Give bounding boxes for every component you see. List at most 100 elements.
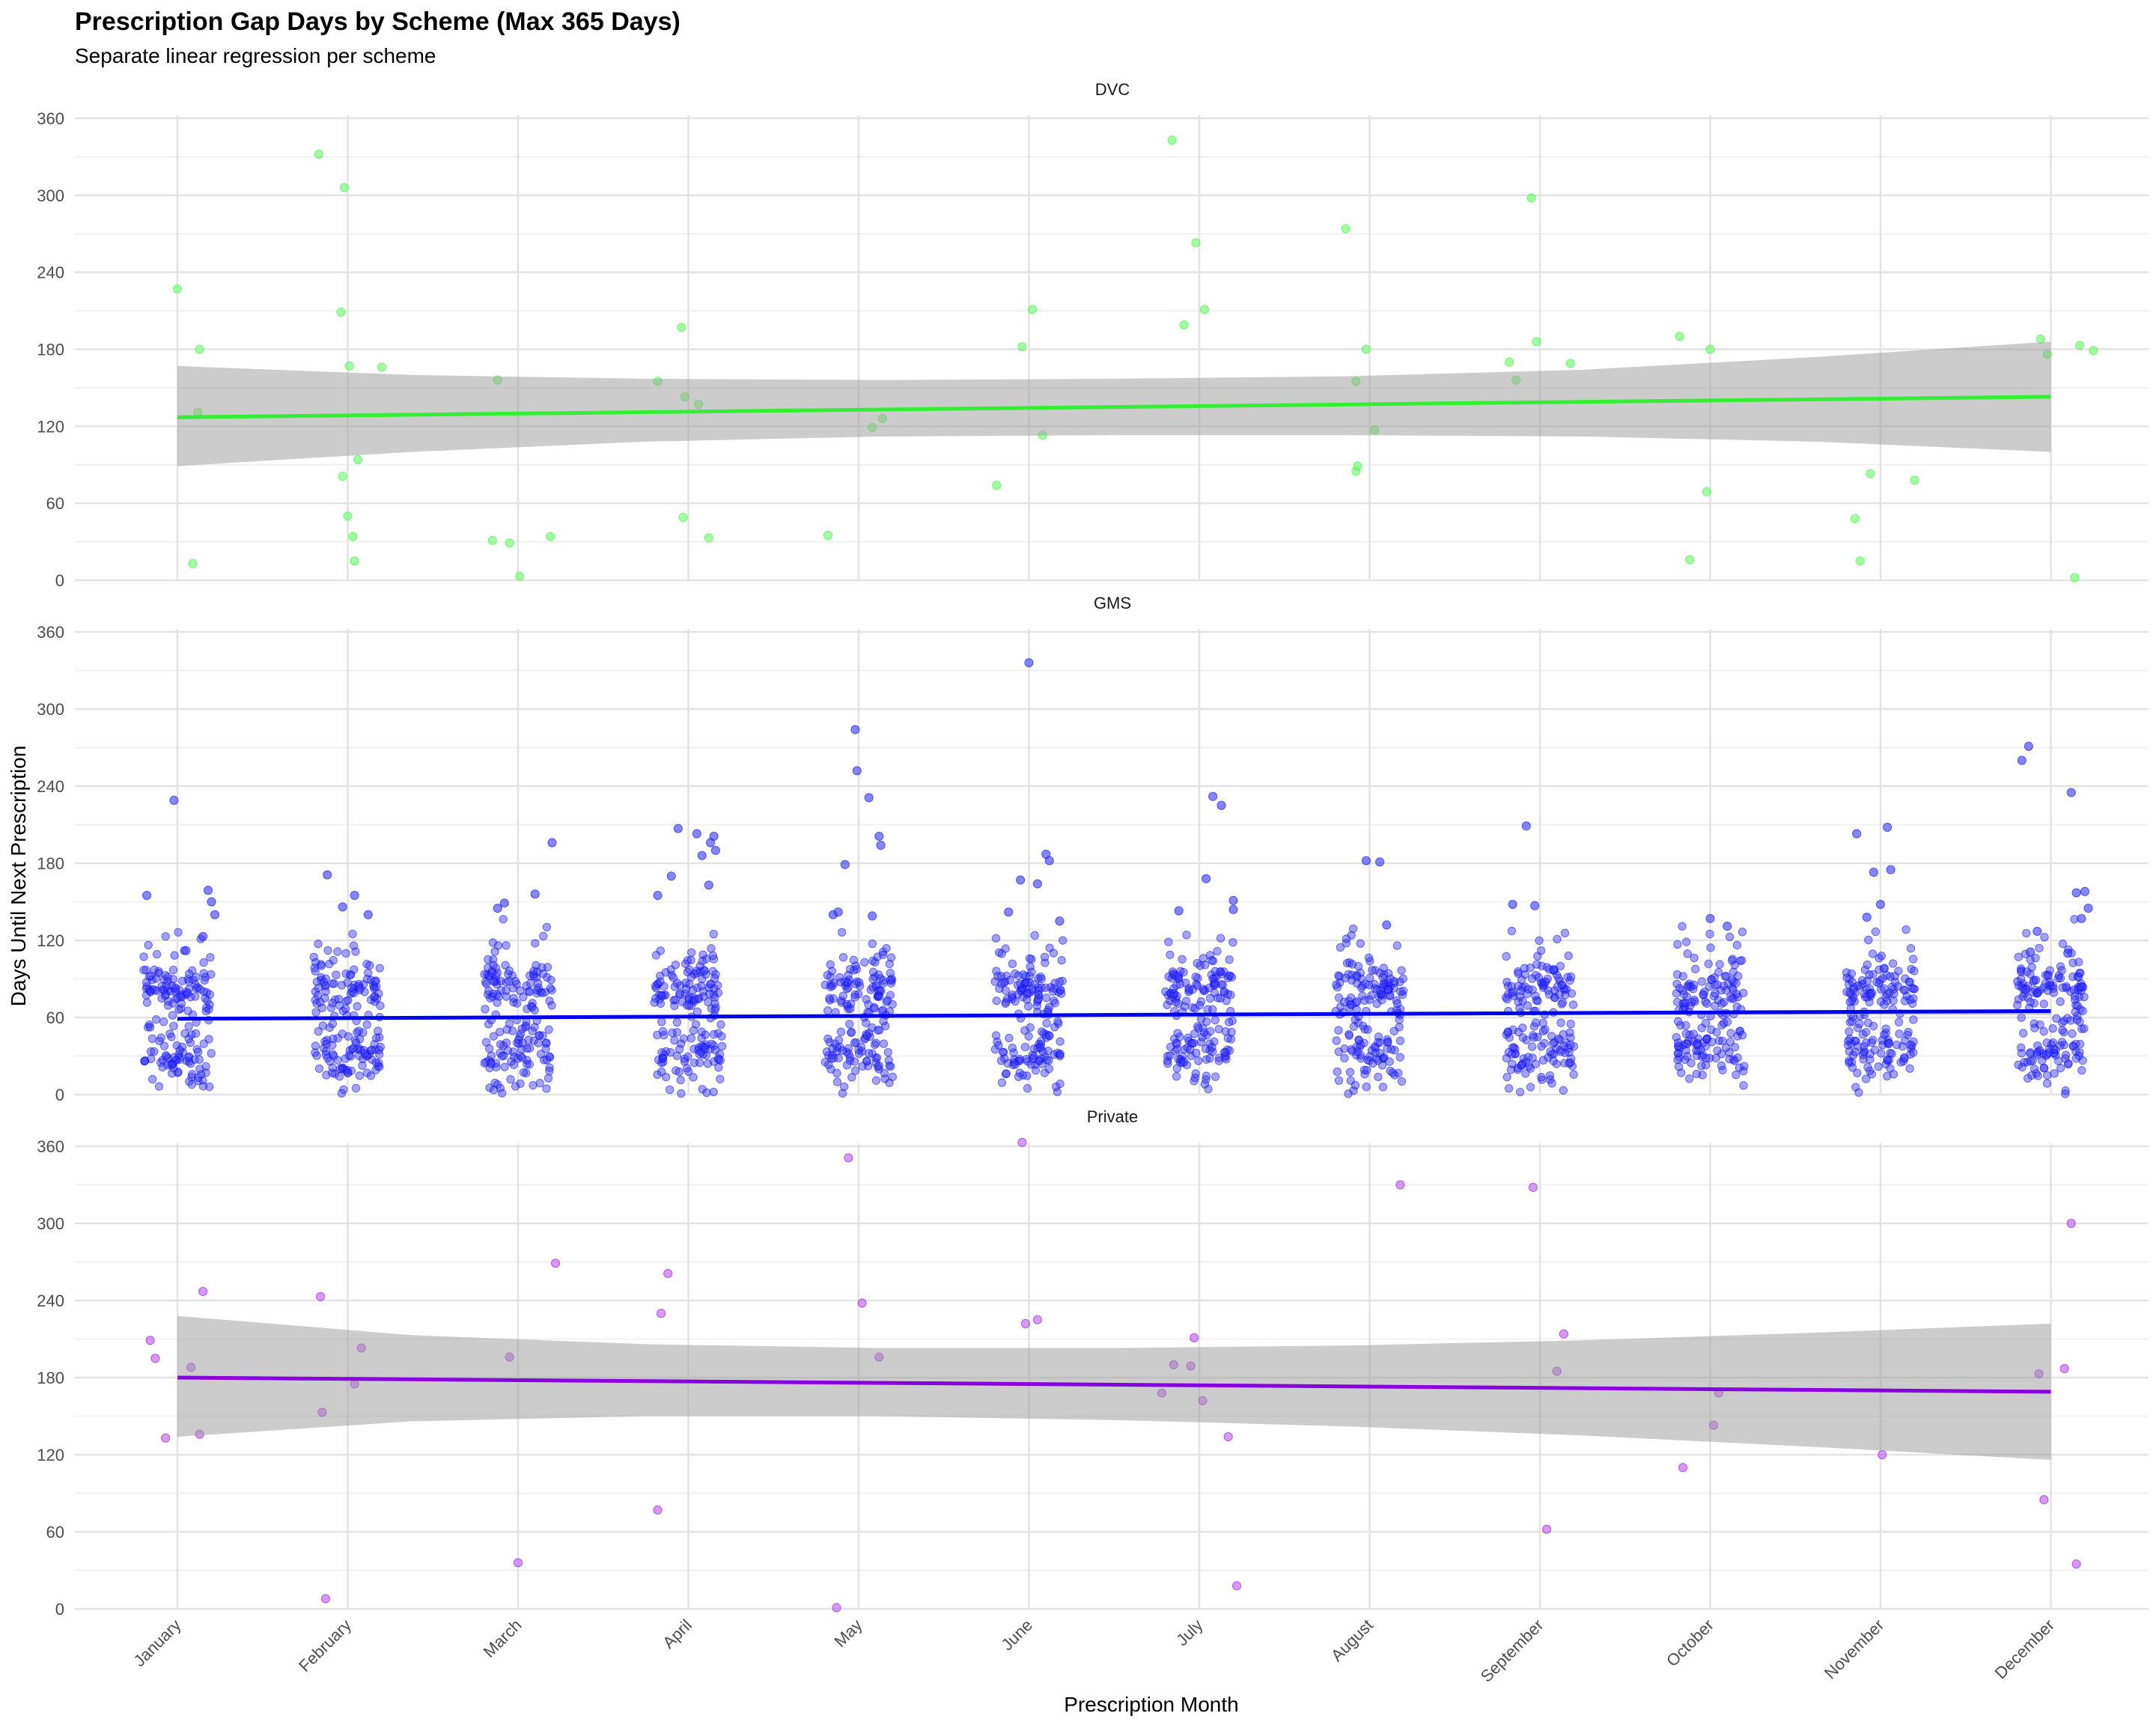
- data-point: [1674, 1062, 1684, 1071]
- data-point: [1016, 875, 1026, 885]
- data-point: [333, 947, 342, 956]
- data-point: [1226, 991, 1235, 1000]
- data-point: [1163, 1000, 1172, 1009]
- data-point: [524, 1035, 533, 1044]
- data-point: [349, 941, 359, 950]
- data-point: [321, 1047, 331, 1056]
- data-point: [703, 1059, 713, 1068]
- data-point: [1556, 961, 1565, 970]
- data-point: [1889, 996, 1898, 1006]
- data-point: [1901, 985, 1910, 995]
- data-point: [2033, 988, 2042, 997]
- data-point: [1009, 1048, 1018, 1057]
- data-point: [312, 1051, 321, 1060]
- data-point: [1718, 1036, 1727, 1045]
- data-point: [311, 967, 320, 976]
- data-point: [709, 929, 718, 939]
- data-point: [1672, 979, 1681, 988]
- data-point: [1045, 943, 1054, 952]
- data-point: [333, 1056, 343, 1065]
- data-point: [996, 1056, 1006, 1065]
- data-point: [195, 985, 205, 994]
- data-point: [1866, 469, 1875, 478]
- data-point: [1166, 1042, 1175, 1052]
- data-point: [1191, 1069, 1200, 1078]
- data-point: [1395, 1015, 1404, 1024]
- x-tick-label: November: [1821, 1616, 1887, 1682]
- data-point: [1053, 1087, 1062, 1097]
- data-point: [670, 1035, 679, 1045]
- data-point: [2023, 993, 2032, 1003]
- data-point: [674, 1044, 684, 1054]
- data-point: [317, 961, 326, 970]
- data-point: [1385, 991, 1395, 1000]
- data-point: [344, 361, 354, 371]
- data-point: [1374, 1072, 1383, 1082]
- data-point: [1194, 1023, 1203, 1033]
- data-point: [886, 979, 896, 988]
- data-point: [1672, 1032, 1681, 1042]
- data-point: [371, 1033, 381, 1043]
- data-point: [2032, 989, 2041, 998]
- data-point: [1727, 994, 1736, 1003]
- data-point: [1023, 979, 1032, 988]
- y-tick-label: 120: [37, 1446, 64, 1464]
- data-point: [365, 961, 374, 970]
- x-tick-label: March: [480, 1616, 526, 1661]
- data-point: [1855, 556, 1865, 566]
- data-point: [711, 970, 720, 979]
- data-point: [509, 1060, 519, 1069]
- data-point: [2038, 1056, 2047, 1065]
- data-point: [1527, 974, 1537, 983]
- data-point: [1723, 922, 1732, 931]
- data-point: [1055, 977, 1064, 986]
- data-point: [883, 996, 892, 1005]
- data-point: [1048, 987, 1058, 996]
- data-point: [1565, 1059, 1574, 1068]
- data-point: [878, 1006, 888, 1014]
- data-point: [1167, 136, 1177, 145]
- data-point: [1368, 1059, 1377, 1068]
- data-point: [146, 1047, 156, 1056]
- data-point: [347, 983, 356, 993]
- data-point: [1339, 997, 1349, 1007]
- data-point: [1565, 359, 1576, 368]
- data-point: [1211, 967, 1219, 976]
- data-point: [1348, 970, 1356, 979]
- data-point: [169, 1053, 179, 1062]
- data-point: [1725, 1054, 1734, 1064]
- data-point: [1005, 976, 1014, 985]
- data-point: [2042, 1071, 2052, 1080]
- data-point: [1524, 985, 1533, 994]
- data-point: [663, 1268, 673, 1279]
- data-point: [2072, 1015, 2082, 1024]
- data-point: [657, 1309, 666, 1318]
- y-tick-label: 300: [37, 1214, 64, 1233]
- data-point: [2033, 1071, 2043, 1080]
- data-point: [868, 939, 877, 949]
- data-point: [1538, 1018, 1547, 1028]
- data-point: [1231, 1581, 1242, 1591]
- data-point: [1398, 974, 1407, 983]
- data-point: [717, 1041, 727, 1051]
- data-point: [538, 988, 546, 998]
- data-point: [1001, 944, 1010, 953]
- data-point: [2056, 997, 2065, 1006]
- data-point: [1022, 1054, 1031, 1064]
- data-point: [1345, 1029, 1353, 1039]
- data-point: [517, 1044, 526, 1054]
- data-point: [1044, 1031, 1053, 1040]
- data-point: [1361, 344, 1371, 354]
- data-point: [1342, 939, 1351, 948]
- data-point: [1024, 1032, 1033, 1041]
- data-point: [188, 559, 198, 568]
- data-point: [1032, 879, 1042, 889]
- data-point: [1730, 1056, 1739, 1065]
- data-point: [1910, 967, 1919, 976]
- data-point: [1508, 899, 1517, 910]
- data-point: [1531, 1018, 1541, 1027]
- facet-strip-label: GMS: [1094, 594, 1131, 612]
- data-point: [1334, 971, 1343, 980]
- data-point: [175, 1046, 184, 1055]
- data-point: [1172, 1064, 1181, 1073]
